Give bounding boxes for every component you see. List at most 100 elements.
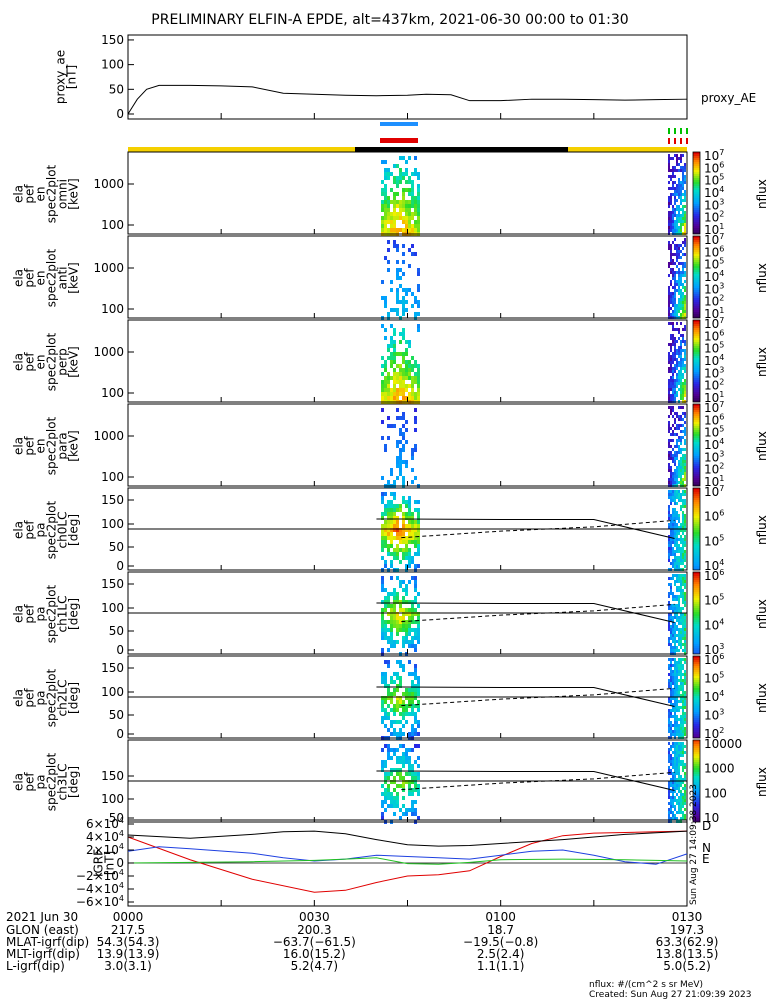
spec-pixel (676, 688, 678, 691)
spec-pixel (393, 604, 396, 608)
spec-pixel (387, 348, 390, 352)
spec-pixel (674, 604, 676, 607)
spec-pixel (408, 748, 411, 752)
spec-pixel (674, 295, 676, 298)
spec-pixel (670, 247, 672, 250)
spec-pixel (405, 704, 408, 708)
spec-pixel (668, 358, 670, 361)
spec-pixel (678, 220, 680, 223)
spec-pixel (384, 396, 387, 400)
spec-pixel (678, 667, 680, 670)
spec-pixel (402, 336, 405, 340)
spec-pixel (682, 541, 684, 544)
colorbar-frame (692, 655, 701, 739)
colorbar-cell (693, 456, 700, 458)
spec-pixel (393, 704, 396, 708)
colorbar-cell (693, 306, 700, 308)
spec-pixel (678, 520, 680, 523)
colorbar-cell (693, 208, 700, 210)
spec-pixel (672, 298, 674, 301)
spec-pixel (682, 658, 684, 661)
spec-pixel (678, 751, 680, 754)
colorbar-cell (693, 684, 700, 686)
spec-pixel (668, 727, 670, 730)
colorbar-tick-label: 105 (704, 257, 724, 272)
spec-pixel (674, 427, 676, 430)
colorbar-label: nflux (755, 431, 769, 461)
spec-ytick-label: 1000 (93, 345, 124, 359)
spec-pixel (387, 544, 390, 548)
igrf-legend-n: N (702, 841, 711, 855)
spec-pixel (402, 664, 405, 668)
spec-pixel (405, 620, 408, 624)
spec-pixel (411, 672, 414, 676)
spec-pixel (684, 313, 686, 316)
spec-pixel (384, 184, 387, 188)
spec-ytick-label: 100 (101, 218, 124, 232)
spec-pixel (399, 376, 402, 380)
colorbar-cell (693, 152, 700, 154)
spec-pixel (678, 289, 680, 292)
spec-pixel (674, 721, 676, 724)
spec-pixel (381, 224, 384, 228)
spec-pixel (405, 172, 408, 176)
spec-pixel (672, 337, 674, 340)
spec-pixel (682, 454, 684, 457)
spec-pixel (672, 703, 674, 706)
spec-pixel (682, 424, 684, 427)
spec-pixel (670, 547, 672, 550)
colorbar-cell (693, 574, 700, 576)
panel-7-ylabel-line: ela (12, 689, 26, 707)
spec-pixel (387, 688, 390, 692)
spec-pixel (672, 709, 674, 712)
loss-cone-line (376, 602, 675, 624)
spec-pixel (393, 608, 396, 612)
spec-pixel (390, 560, 393, 564)
spec-pixel (381, 608, 384, 612)
spec-pixel (670, 214, 672, 217)
spec-pixel (684, 391, 686, 394)
spec-pixel (405, 812, 408, 816)
spec-pixel (674, 715, 676, 718)
panel-9-ylabel-line: IGRF (92, 849, 106, 877)
spec-pixel (682, 340, 684, 343)
spec-pixel (405, 780, 408, 784)
spec-pixel (381, 580, 384, 584)
spec-pixel (402, 308, 405, 312)
spec-pixel (417, 540, 420, 544)
colorbar-frame (692, 403, 701, 487)
spec-pixel (417, 764, 420, 768)
spec-pixel (684, 457, 686, 460)
spec-pixel (393, 492, 396, 496)
spec-pixel (674, 499, 676, 502)
spec-pixel (672, 745, 674, 748)
spec-pixel (676, 373, 678, 376)
colorbar-cell (693, 260, 700, 262)
colorbar-cell (693, 800, 700, 802)
spec-pixel (680, 589, 682, 592)
spec-pixel (411, 456, 414, 460)
spec-pixel (672, 448, 674, 451)
spec-pixel (411, 384, 414, 388)
spec-pixel (682, 175, 684, 178)
spec-pixel (417, 704, 420, 708)
spec-pixel (414, 528, 417, 532)
spec-pixel (672, 415, 674, 418)
spec-pixel (672, 379, 674, 382)
spec-pixel (408, 688, 411, 692)
spec-pixel (417, 376, 420, 380)
spec-pixel (414, 224, 417, 228)
spec-pixel (672, 370, 674, 373)
spec-pixel (414, 376, 417, 380)
spec-pixel (668, 166, 670, 169)
spec-pixel (678, 688, 680, 691)
spec-pixel (396, 376, 399, 380)
spec-pixel (417, 640, 420, 644)
igrf-legend-e: E (702, 852, 710, 866)
spec-ytick-label: 1000 (93, 261, 124, 275)
spec-pixel (684, 718, 686, 721)
spec-pixel (684, 619, 686, 622)
spec-pixel (408, 504, 411, 508)
spec-pixel (672, 352, 674, 355)
spec-pixel (678, 298, 680, 301)
